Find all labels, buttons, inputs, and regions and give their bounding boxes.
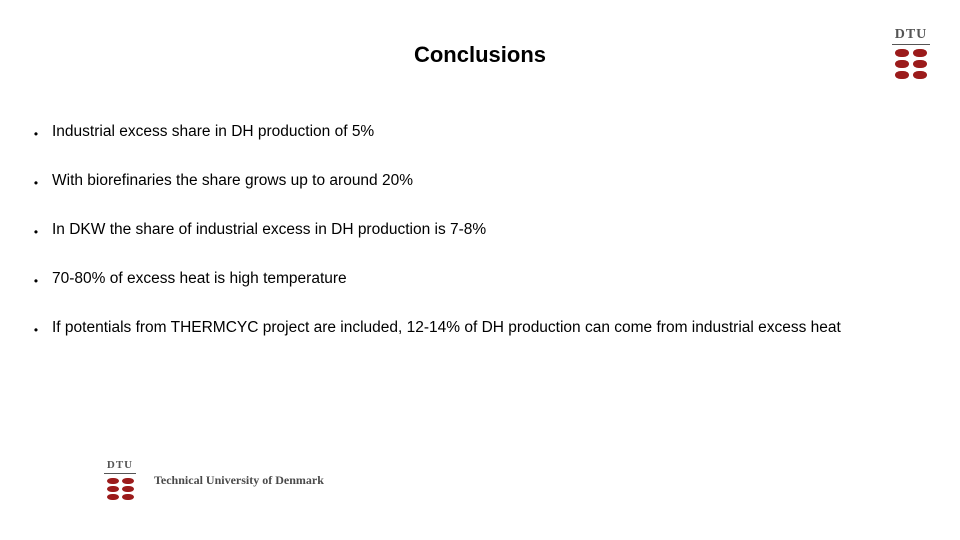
footer: DTU Technical University of Denmark [104,460,324,500]
dtu-logo-rule [104,473,136,474]
slide-title: Conclusions [0,42,960,68]
bullet-text: With biorefinaries the share grows up to… [52,171,912,192]
list-item: • 70-80% of excess heat is high temperat… [32,269,912,290]
bullet-text: If potentials from THERMCYC project are … [52,318,912,339]
slide: Conclusions DTU • Industrial excess shar… [0,0,960,540]
bullet-dot-icon: • [32,174,40,192]
list-item: • If potentials from THERMCYC project ar… [32,318,912,339]
bullet-text: In DKW the share of industrial excess in… [52,220,912,241]
dtu-logo-text: DTU [107,460,133,471]
dtu-logo-rule [892,44,930,45]
bullet-text: Industrial excess share in DH production… [52,122,912,143]
dtu-logo-icon: DTU [892,28,930,79]
dtu-logo-icon: DTU [104,460,136,500]
bullet-dot-icon: • [32,223,40,241]
bullet-dot-icon: • [32,125,40,143]
bullet-dot-icon: • [32,272,40,290]
list-item: • In DKW the share of industrial excess … [32,220,912,241]
bullet-dot-icon: • [32,321,40,339]
list-item: • Industrial excess share in DH producti… [32,122,912,143]
bullet-list: • Industrial excess share in DH producti… [32,122,912,367]
logo-top-right: DTU [892,28,930,79]
list-item: • With biorefinaries the share grows up … [32,171,912,192]
bullet-text: 70-80% of excess heat is high temperatur… [52,269,912,290]
dtu-logo-pattern [895,49,927,79]
dtu-logo-text: DTU [895,28,928,42]
dtu-logo-pattern [107,478,134,500]
footer-institution: Technical University of Denmark [154,473,324,488]
